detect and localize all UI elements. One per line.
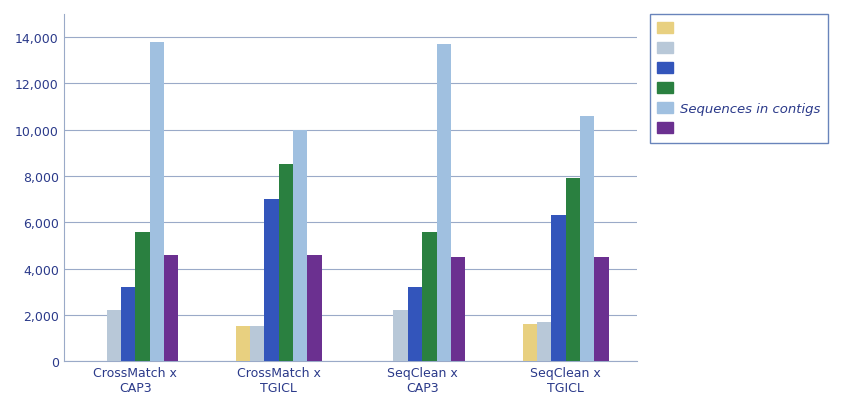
Bar <box>451 257 465 361</box>
Bar <box>408 288 422 361</box>
Bar <box>422 232 436 361</box>
Bar <box>537 322 551 361</box>
Bar <box>436 45 451 361</box>
Bar <box>106 310 121 361</box>
Bar <box>235 327 250 361</box>
Bar <box>307 255 322 361</box>
Bar <box>250 327 264 361</box>
Bar <box>565 179 580 361</box>
Bar <box>149 43 164 361</box>
Bar <box>264 200 279 361</box>
Bar <box>279 165 293 361</box>
Legend: , , , , Sequences in contigs, : , , , , Sequences in contigs, <box>650 15 828 144</box>
Bar <box>522 324 537 361</box>
Bar <box>393 310 408 361</box>
Bar <box>580 117 594 361</box>
Bar <box>293 130 307 361</box>
Bar <box>164 255 178 361</box>
Bar <box>551 216 565 361</box>
Bar <box>135 232 149 361</box>
Bar <box>594 257 609 361</box>
Bar <box>121 288 135 361</box>
